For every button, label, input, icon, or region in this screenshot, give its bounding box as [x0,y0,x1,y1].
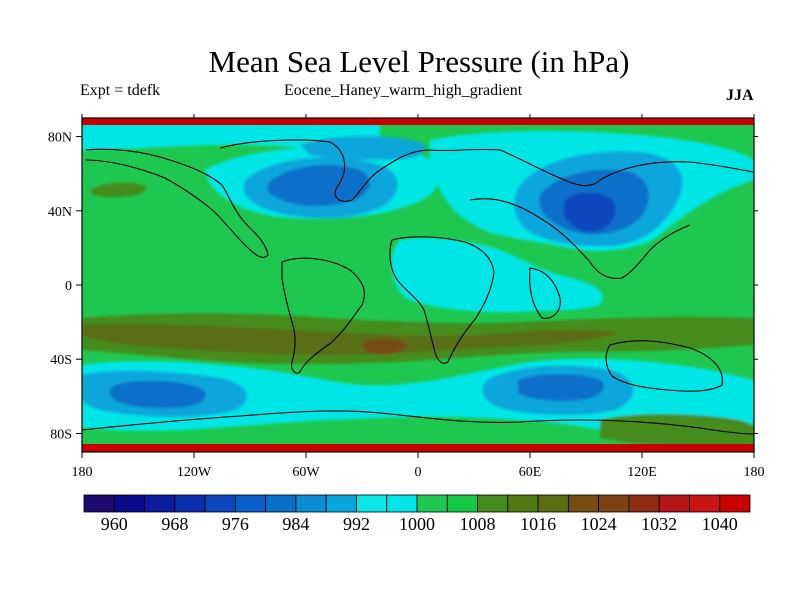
colorbar-swatch [174,494,206,513]
experiment-name: Eocene_Haney_warm_high_gradient [284,82,523,99]
colorbar-swatch [507,494,539,513]
lon-tick-label: 0 [415,465,422,480]
lat-tick-label: 80S [50,427,72,442]
lon-tick-label: 60E [519,465,542,480]
lat-tick-label: 40S [50,353,72,368]
colorbar-label: 1024 [581,514,617,534]
colorbar-swatch [356,494,388,513]
season-label: JJA [726,87,754,104]
colorbar-swatch [658,494,690,513]
colorbar-swatch [204,494,236,513]
field-984-south-pacific [109,380,206,409]
colorbar: 960 968 976 984 992 1000 1008 1016 1024 1032 1040 [83,494,751,534]
colorbar-label: 960 [101,514,128,534]
field-984-south-indian [518,374,604,401]
field-996-north-pacific [82,120,380,150]
coastline-africa [389,236,495,364]
colorbar-label: 1040 [702,514,738,534]
colorbar-swatch [416,494,448,513]
coastline-antarctica [82,410,754,435]
colorbar-swatch [83,494,115,513]
field-1016-southern-belt [82,324,620,355]
colorbar-swatch [628,494,660,513]
field-1020-south-atlantic [363,338,408,355]
colorbar-swatch [113,494,145,513]
latitude-axis: 80N 40N 0 40S 80S [48,131,758,442]
map-title: Mean Sea Level Pressure (in hPa) [208,44,630,79]
lat-tick-label: 0 [65,279,72,294]
colorbar-label: 992 [343,514,370,534]
colorbar-swatch [446,494,478,513]
colorbar-swatch [598,494,630,513]
field-1040-south-pole [82,444,754,452]
colorbar-swatch [689,494,721,513]
field-984-atlantic [267,164,370,206]
colorbar-label: 1032 [641,514,677,534]
colorbar-swatch [265,494,297,513]
coastlines [82,139,754,435]
lon-tick-label: 180 [744,465,765,480]
colorbar-swatch [537,494,569,513]
field-976-asia [563,192,616,233]
lon-tick-label: 120W [177,465,212,480]
coastline-eurasia-south [469,198,691,279]
longitude-axis: 180 120W 60W 0 60E 120E 180 [72,114,765,480]
coastline-australia [605,340,723,392]
experiment-label: Expt = tdefk [80,82,161,99]
colorbar-swatch [295,494,327,513]
lon-tick-label: 120E [627,465,657,480]
field-1040-north-pole [82,118,754,125]
field-1012-antarctic [600,414,754,447]
colorbar-label: 1016 [520,514,556,534]
lon-tick-label: 180 [72,465,93,480]
colorbar-swatch [567,494,600,513]
colorbar-label: 976 [222,514,249,534]
colorbar-label: 1000 [399,514,435,534]
colorbar-swatch [477,494,509,513]
coastline-north-america [85,148,269,258]
field-996-tropics [391,238,603,313]
colorbar-label: 1008 [460,514,496,534]
lat-tick-label: 40N [48,205,72,220]
colorbar-swatch [234,494,267,513]
colorbar-label: 968 [161,514,188,534]
colorbar-swatch [719,494,751,513]
lat-tick-label: 80N [48,131,72,146]
field-992-arctic [300,135,426,161]
coastline-india [529,267,561,319]
field-1012-north-pacific [90,182,146,198]
pressure-field [82,118,754,452]
colorbar-swatch [386,494,418,513]
coastline-south-america [281,257,365,374]
colorbar-label: 984 [282,514,309,534]
colorbar-swatch [325,494,357,513]
colorbar-swatch [144,494,176,513]
lon-tick-label: 60W [292,465,320,480]
coastline-greenland-europe [219,139,754,202]
